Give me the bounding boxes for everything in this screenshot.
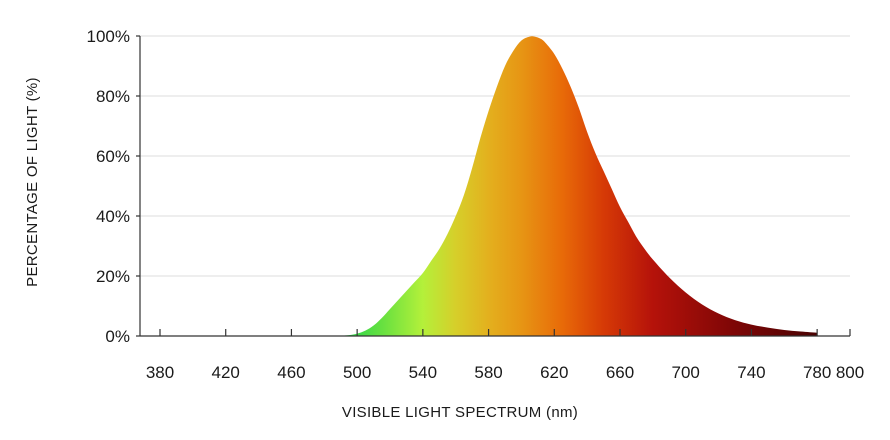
x-axis-title: VISIBLE LIGHT SPECTRUM (nm) (342, 404, 578, 421)
x-tick-label: 460 (277, 363, 305, 382)
x-tick-label: 780 (803, 363, 831, 382)
y-axis-title: PERCENTAGE OF LIGHT (%) (24, 77, 41, 287)
x-tick-label: 540 (409, 363, 437, 382)
y-tick-label: 60% (96, 147, 130, 166)
y-axis-ticks: 0% 20% 40% 60% 80% 100% (87, 27, 140, 346)
x-tick-label: 740 (737, 363, 765, 382)
axes (139, 36, 850, 337)
y-tick-label: 40% (96, 207, 130, 226)
x-tick-label: 620 (540, 363, 568, 382)
y-tick-label: 100% (87, 27, 130, 46)
x-tick-label: 380 (146, 363, 174, 382)
spectrum-area (337, 36, 818, 337)
x-tick-label: 500 (343, 363, 371, 382)
x-tick-label: 660 (606, 363, 634, 382)
y-tick-label: 20% (96, 267, 130, 286)
y-tick-label: 80% (96, 87, 130, 106)
x-axis-ticks: 380 420 460 500 540 580 620 660 700 740 780 800 (146, 329, 864, 382)
x-tick-label: 700 (672, 363, 700, 382)
y-tick-label: 0% (105, 327, 130, 346)
x-tick-label: 420 (212, 363, 240, 382)
x-tick-label: 580 (474, 363, 502, 382)
x-tick-label: 800 (836, 363, 864, 382)
